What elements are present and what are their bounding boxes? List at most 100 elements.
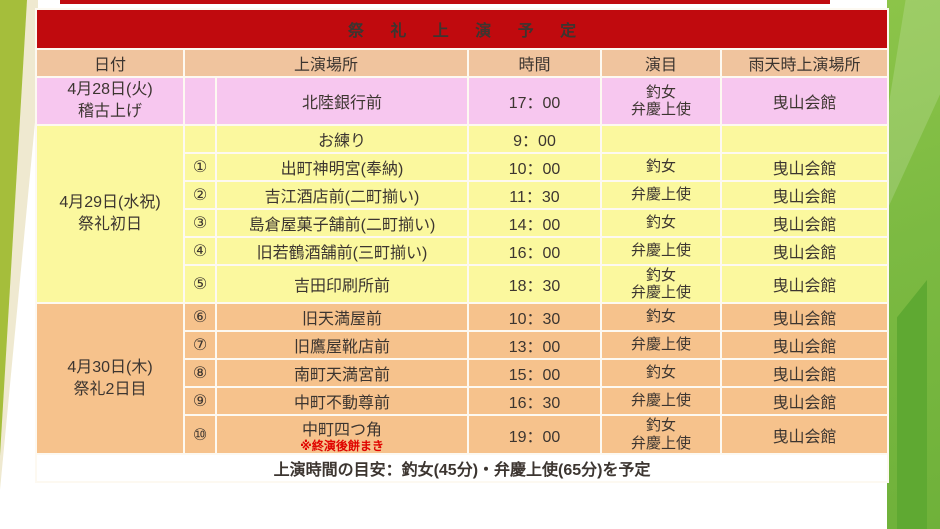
place-cell: 吉田印刷所前	[215, 264, 469, 304]
program-line: 弁慶上使	[630, 434, 691, 452]
schedule-row: ⑨ 中町不動尊前 16：30 弁慶上使 曳山会館	[36, 386, 890, 416]
rain-venue-cell: 曳山会館	[719, 413, 890, 456]
place-cell: 旧天満屋前	[215, 302, 469, 332]
row-number-cell: ⑧	[183, 358, 217, 388]
place-cell: お練り	[215, 124, 469, 154]
schedule-table: 祭 礼 上 演 予 定 日付 上演場所 時間 演目 雨天時上演場所 4月28日(…	[34, 8, 890, 484]
program-line: 釣女	[645, 417, 676, 435]
place-cell: 旧若鶴酒舗前(三町揃い)	[215, 236, 469, 266]
program-cell: 釣女	[600, 358, 722, 388]
col-header-date: 日付	[35, 48, 185, 78]
date-line-1: 4月30日(木)	[67, 359, 153, 376]
date-cell: 4月30日(木) 祭礼2日目	[35, 301, 185, 456]
program-line: 釣女	[645, 214, 676, 232]
program-line: 釣女	[645, 364, 676, 382]
schedule-row: 4月28日(火) 稽古上げ 北陸銀行前 17：00 釣女 弁慶上使 曳山会館	[35, 76, 890, 126]
row-number-cell: ①	[183, 152, 217, 182]
place-name: 南町天満宮前	[293, 367, 390, 384]
row-number-cell	[183, 124, 217, 154]
program-cell: 弁慶上使	[600, 330, 722, 360]
rain-venue-cell: 曳山会館	[719, 76, 890, 126]
date-cell: 4月28日(火) 稽古上げ	[35, 76, 185, 126]
row-number-cell	[183, 76, 217, 126]
program-cell: 釣女 弁慶上使	[600, 76, 722, 126]
rain-venue-cell: 曳山会館	[719, 386, 890, 416]
date-line-2: 稽古上げ	[77, 103, 142, 120]
schedule-row: ③ 島倉屋菓子舗前(二町揃い) 14：00 釣女 曳山会館	[36, 208, 890, 238]
program-cell: 弁慶上使	[600, 386, 722, 416]
program-cell: 釣女 弁慶上使	[600, 413, 722, 456]
time-cell: 9：00	[467, 124, 602, 154]
schedule-row: ① 出町神明宮(奉納) 10：00 釣女 曳山会館	[36, 152, 890, 182]
row-number-cell: ⑨	[183, 386, 217, 416]
rain-venue-cell	[719, 124, 890, 154]
place-cell: 中町四つ角 ※終演後餅まき	[215, 413, 469, 456]
place-name: 旧若鶴酒舗前(三町揃い)	[256, 245, 428, 262]
row-number-cell: ⑦	[183, 330, 217, 360]
schedule-row: ⑦ 旧鷹屋靴店前 13：00 弁慶上使 曳山会館	[36, 330, 890, 360]
date-cell: 4月29日(水祝) 祭礼初日	[35, 124, 185, 304]
place-name: 出町神明宮(奉納)	[280, 161, 404, 178]
program-cell: 釣女	[600, 152, 722, 182]
place-name: お練り	[317, 133, 366, 150]
col-header-rain-venue: 雨天時上演場所	[719, 48, 890, 78]
time-cell: 17：00	[467, 76, 602, 126]
time-cell: 13：00	[467, 330, 602, 360]
row-number-cell: ③	[183, 208, 217, 238]
place-name: 島倉屋菓子舗前(二町揃い)	[248, 217, 436, 234]
program-line: 釣女	[645, 308, 676, 326]
program-line: 弁慶上使	[630, 186, 691, 204]
col-header-time: 時間	[467, 48, 602, 78]
place-name: 旧天満屋前	[301, 311, 382, 328]
header-row: 日付 上演場所 時間 演目 雨天時上演場所	[35, 48, 890, 78]
place-name: 旧鷹屋靴店前	[293, 339, 390, 356]
schedule-row: ⑤ 吉田印刷所前 18：30 釣女 弁慶上使 曳山会館	[36, 264, 890, 304]
rain-venue-cell: 曳山会館	[719, 358, 890, 388]
page-title: 祭 礼 上 演 予 定	[34, 8, 890, 50]
row-number-cell: ⑤	[183, 264, 217, 304]
schedule-row: ② 吉江酒店前(二町揃い) 11：30 弁慶上使 曳山会館	[36, 180, 890, 210]
schedule-row: ⑩ 中町四つ角 ※終演後餅まき 19：00 釣女 弁慶上使 曳山会館	[36, 413, 890, 456]
footer-row: 上演時間の目安：釣女(45分)・弁慶上使(65分)を予定	[34, 453, 890, 484]
program-cell	[600, 124, 722, 154]
date-line-1: 4月28日(火)	[67, 81, 153, 99]
rain-venue-cell: 曳山会館	[719, 330, 890, 360]
rain-venue-cell: 曳山会館	[719, 208, 890, 238]
program-cell: 弁慶上使	[600, 236, 722, 266]
schedule-rows: 4月28日(火) 稽古上げ 北陸銀行前 17：00 釣女 弁慶上使 曳山会館 4月29日(水祝…	[35, 76, 890, 456]
program-line: 弁慶上使	[630, 392, 691, 410]
rain-venue-cell: 曳山会館	[719, 264, 890, 304]
program-line: 弁慶上使	[630, 242, 691, 260]
time-cell: 15：00	[467, 358, 602, 388]
program-cell: 弁慶上使	[600, 180, 722, 210]
time-cell: 16：30	[467, 386, 602, 416]
schedule-row: 4月29日(水祝) 祭礼初日 お練り 9：00	[35, 124, 890, 304]
program-line: 弁慶上使	[630, 336, 691, 354]
time-cell: 11：30	[467, 180, 602, 210]
place-name: 北陸銀行前	[301, 95, 382, 112]
schedule-row: ⑧ 南町天満宮前 15：00 釣女 曳山会館	[36, 358, 890, 388]
program-line: 釣女	[645, 266, 676, 284]
program-cell: 釣女	[600, 302, 722, 332]
time-cell: 10：30	[467, 302, 602, 332]
program-line: 釣女	[645, 158, 676, 176]
program-cell: 釣女	[600, 208, 722, 238]
place-cell: 北陸銀行前	[215, 76, 469, 126]
background-right-dark-band	[897, 280, 927, 529]
program-line: 弁慶上使	[630, 284, 691, 301]
schedule-row: ④ 旧若鶴酒舗前(三町揃い) 16：00 弁慶上使 曳山会館	[36, 236, 890, 266]
place-name: 吉江酒店前(二町揃い)	[264, 189, 420, 206]
place-cell: 出町神明宮(奉納)	[215, 152, 469, 182]
row-number-cell: ⑩	[183, 413, 217, 456]
rain-venue-cell: 曳山会館	[719, 152, 890, 182]
col-header-program: 演目	[600, 48, 722, 78]
row-number-cell: ④	[183, 236, 217, 266]
top-red-line	[60, 0, 830, 4]
place-cell: 中町不動尊前	[215, 386, 469, 416]
time-cell: 16：00	[467, 236, 602, 266]
rain-venue-cell: 曳山会館	[719, 302, 890, 332]
place-cell: 島倉屋菓子舗前(二町揃い)	[215, 208, 469, 238]
date-line-1: 4月29日(水祝)	[59, 194, 161, 212]
rain-venue-cell: 曳山会館	[719, 180, 890, 210]
